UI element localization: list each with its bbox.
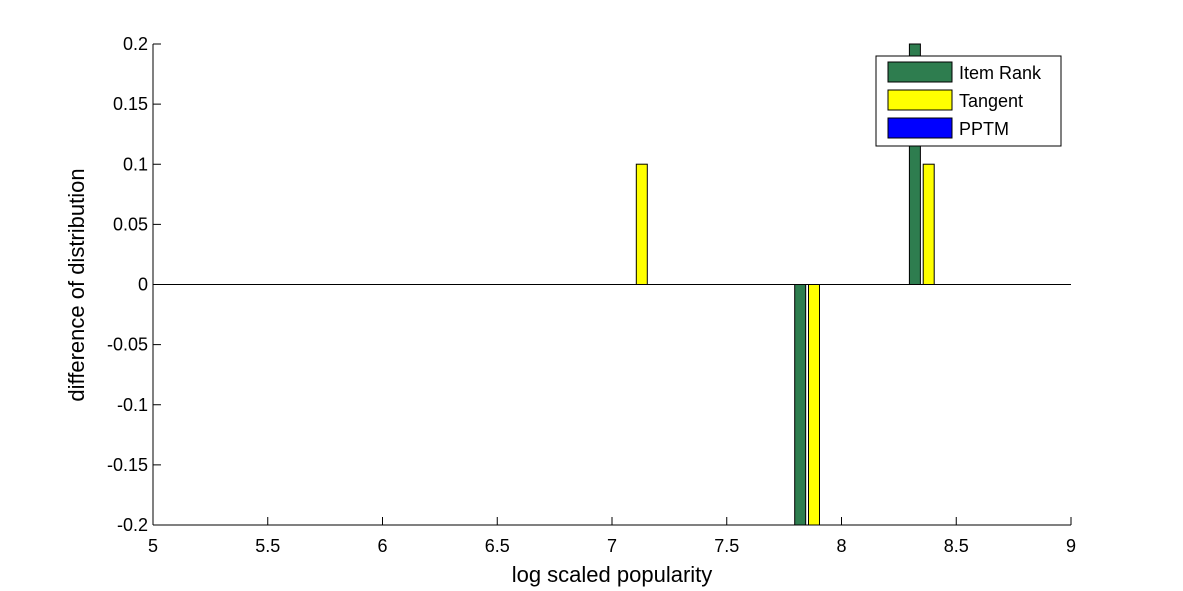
legend: Item Rank Tangent PPTM [875,55,1062,147]
legend-swatch-tangent [887,89,953,111]
x-tick-label: 8.5 [944,536,969,556]
y-tick-label: 0.15 [113,94,148,114]
y-tick-label: -0.05 [107,335,148,355]
x-tick-label: 7 [607,536,617,556]
y-tick-label: 0.1 [123,154,148,174]
legend-label-tangent: Tangent [959,91,1023,111]
x-ticks: 5 5.5 6 6.5 7 7.5 8 8.5 9 [148,517,1076,556]
legend-label-pptm: PPTM [959,119,1009,139]
bar-tangent-0 [635,163,648,285]
x-axis-title: log scaled popularity [512,562,713,587]
legend-swatch-item-rank [887,61,953,83]
x-tick-label: 8 [836,536,846,556]
x-tick-label: 5 [148,536,158,556]
y-tick-label: -0.15 [107,455,148,475]
x-tick-label: 6.5 [485,536,510,556]
y-tick-label: 0 [138,275,148,295]
y-axis-title: difference of distribution [64,168,89,401]
bar-item-rank-0 [794,284,807,526]
y-tick-label: -0.1 [117,395,148,415]
y-ticks: 0.2 0.15 0.1 0.05 0 -0.05 -0.1 -0.15 -0.2 [107,34,161,535]
y-tick-label: 0.05 [113,214,148,234]
x-tick-label: 9 [1066,536,1076,556]
legend-swatch-pptm [887,117,953,139]
legend-label-item-rank: Item Rank [959,63,1042,83]
x-tick-label: 5.5 [255,536,280,556]
bar-tangent-1 [808,284,820,526]
y-tick-label: 0.2 [123,34,148,54]
y-tick-label: -0.2 [117,515,148,535]
x-tick-label: 7.5 [714,536,739,556]
bar-tangent-2 [922,163,935,285]
x-tick-label: 6 [377,536,387,556]
